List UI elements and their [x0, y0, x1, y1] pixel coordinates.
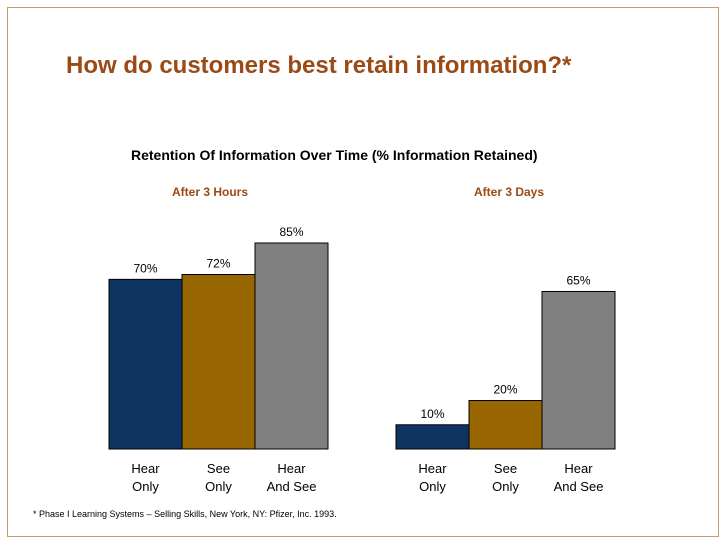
bar-panel1-1 [108, 278, 183, 450]
slide-border [7, 7, 719, 537]
bar-panel1-3 [254, 242, 329, 450]
category-label-panel1-1: Hear Only [131, 461, 160, 494]
bar-panel2-3 [541, 290, 616, 450]
data-label-panel1-2: 72% [206, 257, 230, 271]
panel-title-1: After 3 Hours [172, 185, 248, 199]
category-label-panel2-1: Hear Only [418, 461, 447, 494]
bar-panel1-2 [181, 274, 256, 450]
category-label-panel1-2: See Only [205, 461, 232, 494]
category-label-panel2-2: See Only [492, 461, 519, 494]
chart-title: Retention Of Information Over Time (% In… [131, 147, 538, 163]
bar-panel2-1 [395, 424, 470, 450]
footnote: * Phase I Learning Systems – Selling Ski… [33, 509, 337, 519]
panel-title-2: After 3 Days [474, 185, 544, 199]
data-label-panel2-3: 65% [566, 273, 590, 287]
bar-panel2-2 [468, 400, 543, 450]
data-label-panel1-1: 70% [133, 261, 157, 275]
category-label-panel1-3: Hear And See [267, 461, 317, 494]
data-label-panel2-2: 20% [493, 383, 517, 397]
category-label-panel2-3: Hear And See [554, 461, 604, 494]
data-label-panel2-1: 10% [420, 407, 444, 421]
data-label-panel1-3: 85% [279, 225, 303, 239]
slide-title: How do customers best retain information… [66, 52, 572, 79]
